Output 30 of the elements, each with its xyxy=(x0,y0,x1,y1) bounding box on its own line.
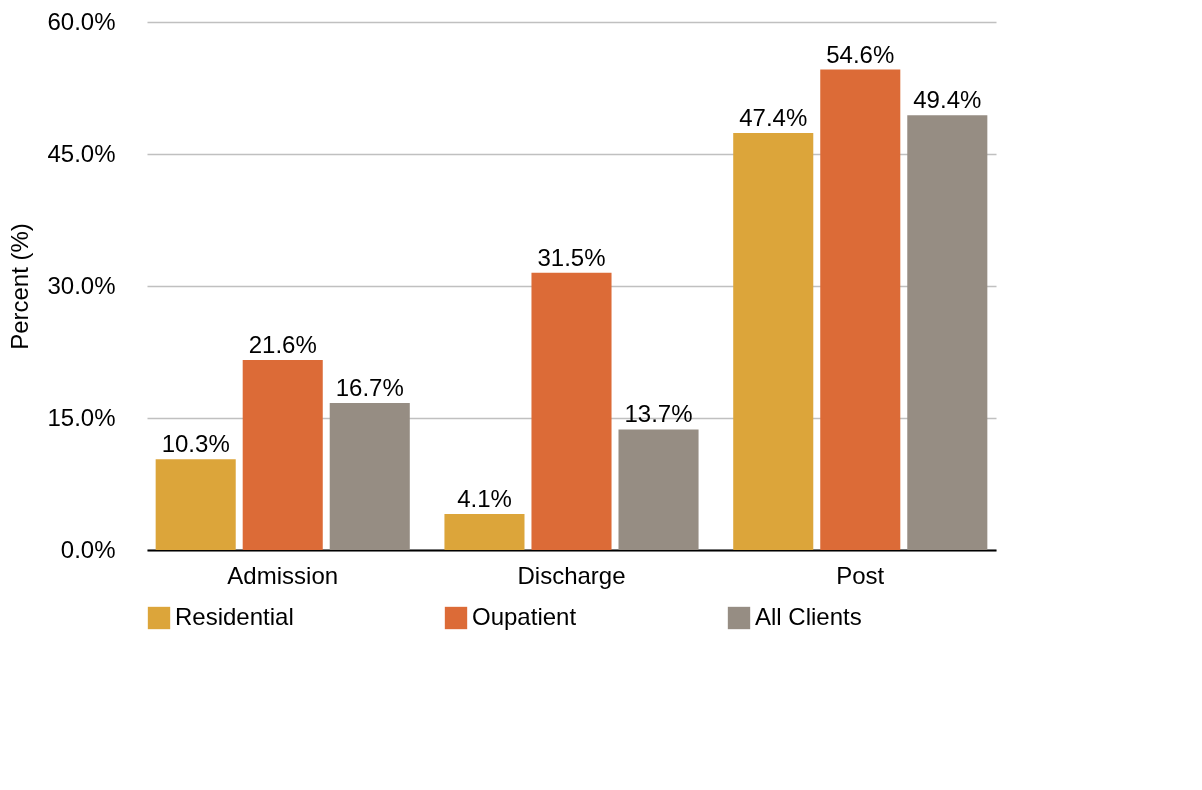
y-axis-title: Percent (%) xyxy=(6,223,34,350)
legend-label: Oupatient xyxy=(472,603,577,630)
x-tick-label: Discharge xyxy=(517,561,626,589)
data-label: 31.5% xyxy=(537,243,606,271)
bar xyxy=(618,429,699,550)
data-label: 54.6% xyxy=(826,40,895,68)
x-tick-label: Admission xyxy=(227,561,339,589)
y-tick-label: 15.0% xyxy=(47,403,116,431)
x-tick-label: Post xyxy=(836,561,885,589)
legend-label: Residential xyxy=(175,603,294,630)
data-label: 49.4% xyxy=(913,86,982,114)
bar xyxy=(907,115,988,550)
bar xyxy=(329,403,410,550)
data-label: 47.4% xyxy=(739,103,808,131)
data-label: 10.3% xyxy=(161,430,230,458)
legend-label: All Clients xyxy=(755,603,862,630)
bar xyxy=(242,359,323,550)
y-tick-label: 60.0% xyxy=(47,7,116,35)
y-tick-label: 45.0% xyxy=(47,139,116,167)
bar xyxy=(820,69,901,550)
data-label: 13.7% xyxy=(624,400,693,428)
data-label: 4.1% xyxy=(457,484,512,512)
bar xyxy=(531,272,612,550)
bar xyxy=(733,132,814,550)
data-label: 16.7% xyxy=(335,374,404,402)
data-label: 21.6% xyxy=(248,330,317,358)
bar xyxy=(155,459,236,550)
bar xyxy=(444,513,525,550)
y-tick-label: 0.0% xyxy=(60,535,116,563)
y-tick-label: 30.0% xyxy=(47,271,116,299)
